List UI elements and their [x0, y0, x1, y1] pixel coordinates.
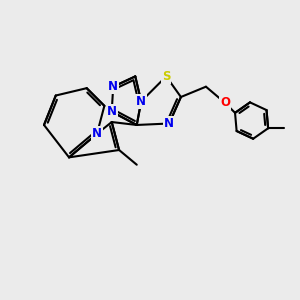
- Text: S: S: [162, 70, 170, 83]
- Text: N: N: [107, 105, 117, 118]
- Text: N: N: [92, 127, 102, 140]
- Text: O: O: [220, 96, 230, 110]
- Text: N: N: [136, 95, 146, 108]
- Text: N: N: [164, 117, 174, 130]
- Text: N: N: [108, 80, 118, 93]
